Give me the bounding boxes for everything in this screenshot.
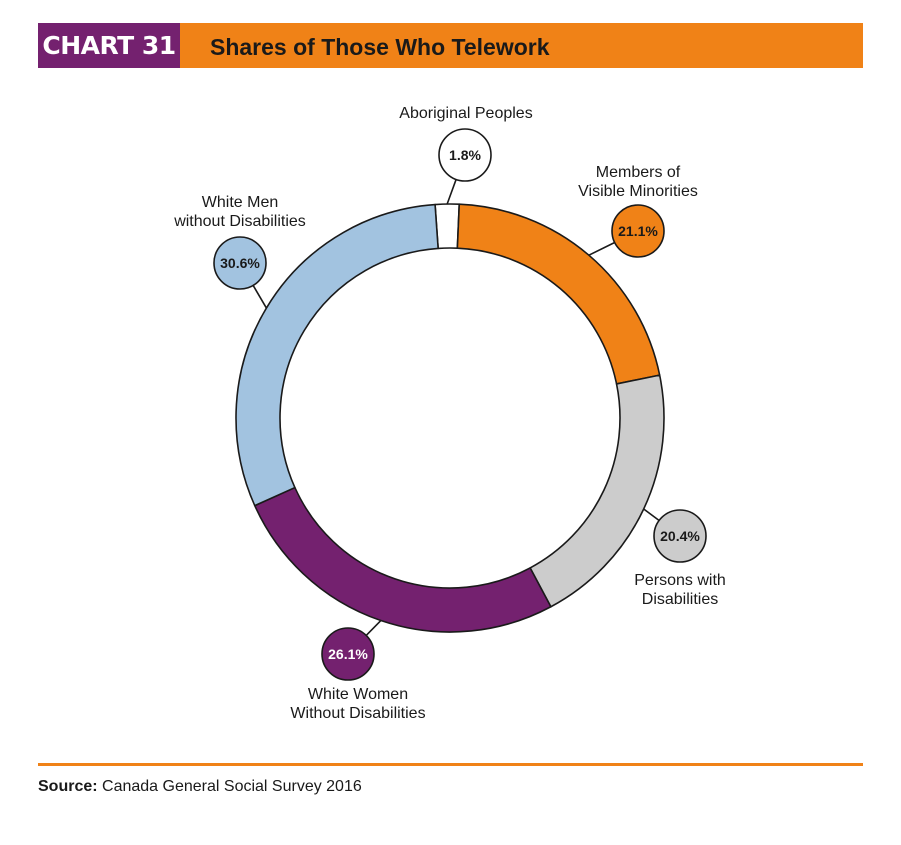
value-bubble-persons-with-disabilities (653, 509, 707, 563)
value-bubble-aboriginal-peoples (438, 128, 492, 182)
category-label-line: Without Disabilities (290, 705, 425, 722)
value-label-members-of-visible-minorities: 21.1% (618, 223, 658, 239)
donut-slice-white-women-without-disabilities (253, 486, 552, 633)
category-label-white-women-without-disabilities: White Women Without Disabilities (290, 686, 425, 722)
donut-chart: 1.8% Aboriginal Peoples 21.1% Members of Vis… (173, 105, 726, 722)
value-label-persons-with-disabilities: 20.4% (660, 528, 700, 544)
donut-slice-aboriginal-peoples (434, 203, 461, 250)
donut-slice-white-men-without-disabilities (235, 203, 439, 507)
value-label-white-men-without-disabilities: 30.6% (220, 255, 260, 271)
category-label-members-of-visible-minorities: Members of Visible Minorities (578, 164, 698, 200)
source-text: Canada General Social Survey 2016 (102, 778, 362, 795)
category-label-aboriginal-peoples: Aboriginal Peoples (399, 105, 532, 122)
value-label-aboriginal-peoples: 1.8% (449, 147, 481, 163)
category-label-white-men-without-disabilities: White Men without Disabilities (173, 194, 306, 230)
leader-line-members-of-visible-minorities (588, 241, 616, 256)
footer-divider (38, 763, 863, 766)
category-label-line: Visible Minorities (578, 183, 698, 200)
category-label-line: White Men (202, 194, 278, 211)
chart-header-bar: CHART 31 Shares of Those Who Telework (38, 23, 863, 68)
chart-title: Shares of Those Who Telework (210, 34, 550, 60)
leader-line-white-men-without-disabilities (252, 285, 268, 309)
value-bubble-white-women-without-disabilities (321, 627, 375, 681)
donut-slices (235, 203, 665, 633)
source-note: Source: Canada General Social Survey 201… (38, 778, 362, 796)
source-label: Source: (38, 778, 98, 795)
category-label-persons-with-disabilities: Persons with Disabilities (634, 572, 726, 608)
chart-number-badge: CHART 31 (38, 23, 180, 68)
category-label-line: Disabilities (642, 591, 718, 608)
leader-line-white-women-without-disabilities (365, 619, 382, 636)
category-label-line: without Disabilities (173, 213, 306, 230)
leader-line-aboriginal-peoples (446, 179, 457, 205)
value-bubble-members-of-visible-minorities (611, 204, 665, 258)
leader-line-persons-with-disabilities (643, 508, 660, 522)
donut-labels: 1.8% Aboriginal Peoples 21.1% Members of Vis… (173, 105, 726, 722)
category-label-line: Members of (596, 164, 681, 181)
category-label-line: White Women (308, 686, 408, 703)
category-label-line: Persons with (634, 572, 726, 589)
category-label-line: Aboriginal Peoples (399, 105, 532, 122)
value-label-white-women-without-disabilities: 26.1% (328, 646, 368, 662)
value-bubble-white-men-without-disabilities (213, 236, 267, 290)
